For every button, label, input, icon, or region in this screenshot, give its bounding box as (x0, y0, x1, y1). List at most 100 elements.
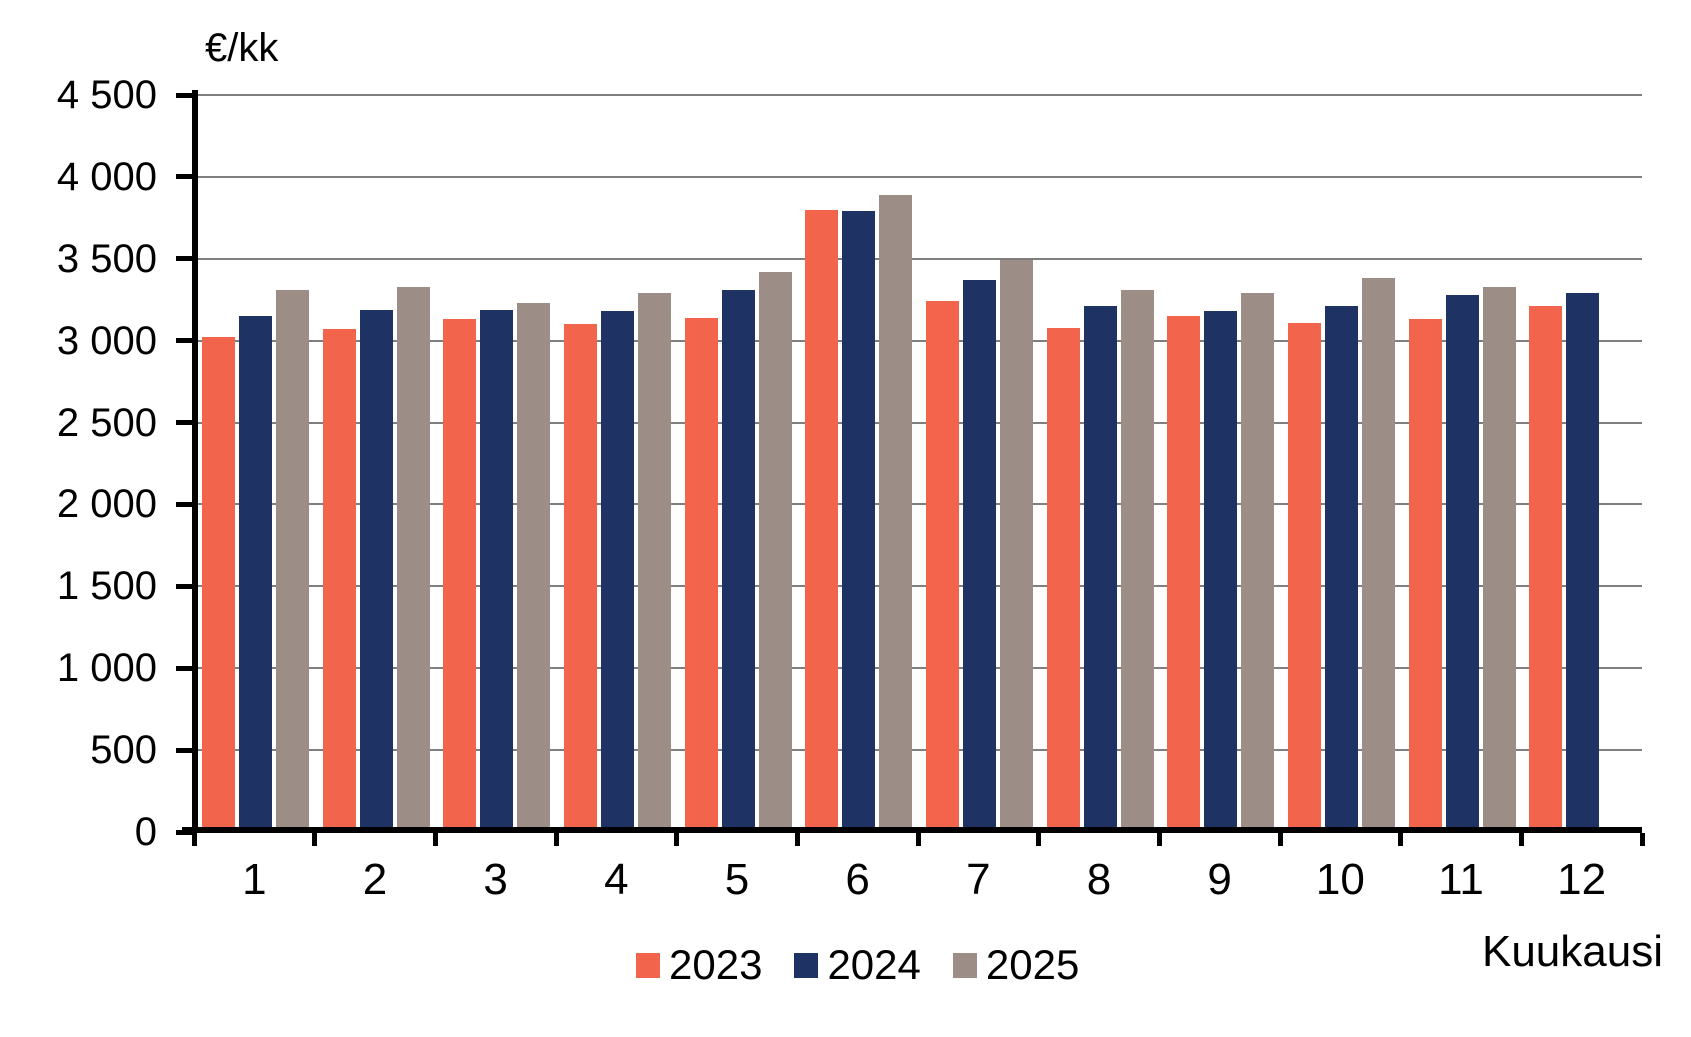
bar-2025-month-6 (879, 194, 912, 832)
gridline-2500 (194, 421, 1642, 424)
bar-2024-month-1 (239, 316, 272, 832)
x-axis-tick (674, 833, 680, 846)
x-axis-tick (1639, 833, 1645, 846)
x-axis-month-label: 7 (966, 855, 991, 904)
bar-2023-month-10 (1288, 322, 1321, 832)
y-axis-tick-label: 2 500 (56, 400, 157, 445)
y-axis-tick-label: 3 000 (56, 318, 157, 363)
bar-2024-month-6 (842, 211, 875, 832)
x-axis-month-label: 4 (604, 855, 629, 904)
bar-2023-month-4 (564, 324, 597, 832)
bar-2025-month-10 (1362, 278, 1395, 832)
legend-label-2025: 2025 (985, 941, 1080, 988)
bar-2025-month-3 (517, 302, 550, 832)
legend-label-2024: 2024 (827, 941, 921, 988)
y-axis-tick-label: 500 (90, 728, 157, 773)
gridline-1500 (194, 585, 1642, 588)
bar-2024-month-8 (1084, 306, 1117, 832)
x-axis-month-label: 8 (1086, 855, 1112, 904)
y-axis-tick (176, 338, 192, 344)
gridline-3500 (194, 257, 1642, 260)
x-axis-month-label: 9 (1207, 855, 1232, 904)
y-axis-tick (176, 747, 192, 753)
y-axis-tick-label: 2 000 (56, 482, 157, 527)
legend-swatch-2023 (636, 952, 660, 978)
x-axis-month-label: 6 (845, 855, 870, 904)
bar-2024-month-5 (722, 289, 755, 832)
y-axis-tick (176, 501, 192, 507)
legend-item-2023: 2023 (636, 942, 762, 988)
bar-2023-month-3 (443, 319, 476, 832)
y-axis-tick (176, 665, 192, 671)
bar-2025-month-8 (1121, 289, 1154, 832)
bar-2024-month-7 (963, 280, 996, 832)
y-axis-tick (176, 583, 192, 589)
x-axis-line (182, 827, 1642, 833)
x-axis-tick (1277, 833, 1283, 846)
bar-2024-month-2 (360, 309, 393, 832)
y-axis-tick-label: 1 500 (56, 564, 157, 609)
gridline-2000 (194, 503, 1642, 506)
bar-2024-month-9 (1204, 311, 1237, 832)
x-axis-tick (794, 833, 800, 846)
x-axis-month-label: 3 (483, 855, 508, 904)
chart-legend: 2023 2024 2025 (636, 942, 1111, 988)
y-axis-tick-label: 3 500 (56, 236, 157, 281)
x-axis-tick (1156, 833, 1162, 846)
bar-2023-month-12 (1529, 306, 1562, 832)
y-axis-line (192, 90, 198, 833)
x-axis-tick (432, 833, 438, 846)
x-axis-month-label: 10 (1315, 855, 1365, 904)
legend-label-2023: 2023 (669, 941, 763, 988)
x-axis-tick (553, 833, 559, 846)
gridline-4000 (194, 175, 1642, 178)
x-axis-tick (1518, 833, 1524, 846)
bar-2023-month-7 (926, 301, 959, 832)
gridline-3000 (194, 339, 1642, 342)
bar-2025-month-11 (1483, 286, 1516, 832)
bar-2023-month-11 (1409, 319, 1442, 832)
bar-2023-month-8 (1047, 327, 1080, 832)
bar-2025-month-5 (759, 271, 792, 832)
y-axis-tick (176, 256, 192, 262)
legend-swatch-2025 (952, 952, 977, 978)
gridline-500 (194, 749, 1642, 752)
x-axis-tick (312, 833, 318, 846)
x-axis-tick (1398, 833, 1404, 846)
x-axis-month-label: 5 (724, 855, 750, 904)
gridline-1000 (194, 667, 1642, 670)
x-axis-tick (915, 833, 921, 846)
x-axis-month-label: 2 (362, 855, 388, 904)
x-axis-tick (1036, 833, 1042, 846)
legend-item-2024: 2024 (794, 941, 921, 988)
bar-2023-month-1 (202, 337, 235, 832)
x-axis-tick (191, 833, 197, 846)
y-axis-tick-label: 1 000 (56, 646, 157, 691)
x-axis-month-label: 12 (1557, 855, 1607, 904)
bar-2024-month-3 (480, 309, 513, 832)
bar-2023-month-5 (685, 317, 718, 832)
bar-2025-month-4 (638, 293, 671, 832)
bar-2023-month-2 (323, 329, 356, 832)
y-axis-tick (176, 420, 192, 426)
legend-item-2025: 2025 (952, 941, 1080, 988)
bar-2024-month-10 (1325, 306, 1358, 832)
bar-2025-month-2 (397, 286, 430, 832)
bar-2025-month-7 (1000, 260, 1033, 832)
y-axis-tick-label: 4 500 (56, 73, 157, 117)
bar-2025-month-1 (276, 289, 309, 832)
bar-2024-month-4 (601, 311, 634, 832)
y-axis-tick (176, 174, 192, 180)
bar-2024-month-12 (1566, 293, 1599, 832)
x-axis-month-label: 11 (1438, 855, 1484, 904)
y-axis-tick-label: 0 (134, 810, 157, 854)
bar-2023-month-6 (805, 209, 838, 832)
gridline-4500 (194, 94, 1642, 96)
x-axis-label: Kuukausi (1481, 927, 1663, 976)
y-axis-tick (176, 92, 192, 98)
legend-swatch-2024 (794, 952, 819, 978)
bar-2023-month-9 (1167, 316, 1200, 832)
x-axis-month-label: 1 (242, 855, 267, 904)
bar-2024-month-11 (1446, 294, 1479, 832)
